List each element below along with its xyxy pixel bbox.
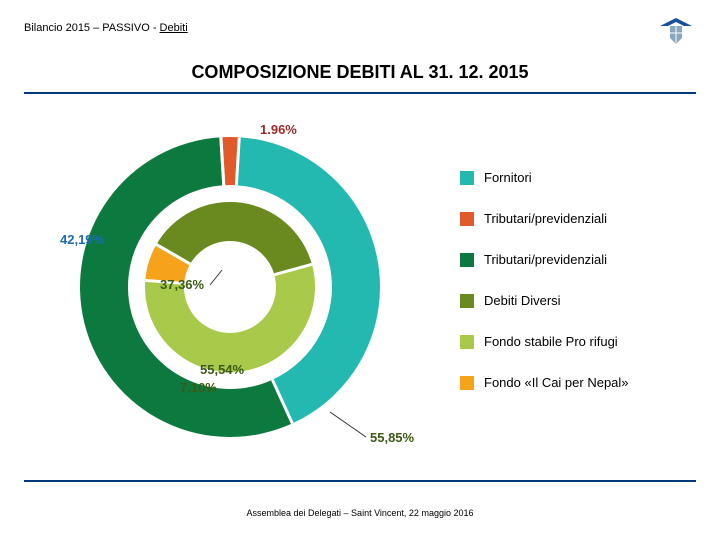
- donut-chart: 1.96%42,19%37,36%55,54%7,10%55,85%: [60, 112, 400, 452]
- legend-item: Fondo «Il Cai per Nepal»: [460, 375, 690, 390]
- breadcrumb-part2: Debiti: [160, 22, 188, 34]
- percent-label: 55,85%: [370, 430, 414, 445]
- legend: Fornitori Tributari/previdenziali Tributar…: [460, 170, 690, 416]
- legend-label: Debiti Diversi: [484, 293, 561, 308]
- legend-item: Fondo stabile Pro rifugi: [460, 334, 690, 349]
- breadcrumb-part1: Bilancio 2015 – PASSIVO -: [24, 22, 160, 34]
- legend-swatch: [460, 335, 474, 349]
- percent-label: 42,19%: [60, 232, 104, 247]
- org-logo: [656, 12, 696, 52]
- legend-label: Tributari/previdenziali: [484, 252, 607, 267]
- divider-top: [24, 92, 696, 94]
- divider-bottom: [24, 480, 696, 482]
- breadcrumb: Bilancio 2015 – PASSIVO - Debiti: [24, 22, 188, 34]
- legend-label: Tributari/previdenziali: [484, 211, 607, 226]
- legend-swatch: [460, 171, 474, 185]
- percent-label: 37,36%: [160, 277, 204, 292]
- legend-label: Fondo «Il Cai per Nepal»: [484, 375, 629, 390]
- chart-area: 1.96% 42,19% 37,36% 55,54% 7,10% 55,85% Forni…: [0, 100, 720, 475]
- percent-label: 7,10%: [180, 380, 217, 395]
- legend-swatch: [460, 376, 474, 390]
- legend-swatch: [460, 253, 474, 267]
- percent-label: 55,54%: [200, 362, 244, 377]
- legend-item: Tributari/previdenziali: [460, 252, 690, 267]
- footer-text: Assemblea dei Delegati – Saint Vincent, …: [0, 508, 720, 518]
- legend-item: Tributari/previdenziali: [460, 211, 690, 226]
- page-title: COMPOSIZIONE DEBITI AL 31. 12. 2015: [0, 62, 720, 83]
- legend-label: Fornitori: [484, 170, 532, 185]
- legend-item: Debiti Diversi: [460, 293, 690, 308]
- legend-label: Fondo stabile Pro rifugi: [484, 334, 618, 349]
- legend-item: Fornitori: [460, 170, 690, 185]
- percent-label: 1.96%: [260, 122, 297, 137]
- legend-swatch: [460, 212, 474, 226]
- legend-swatch: [460, 294, 474, 308]
